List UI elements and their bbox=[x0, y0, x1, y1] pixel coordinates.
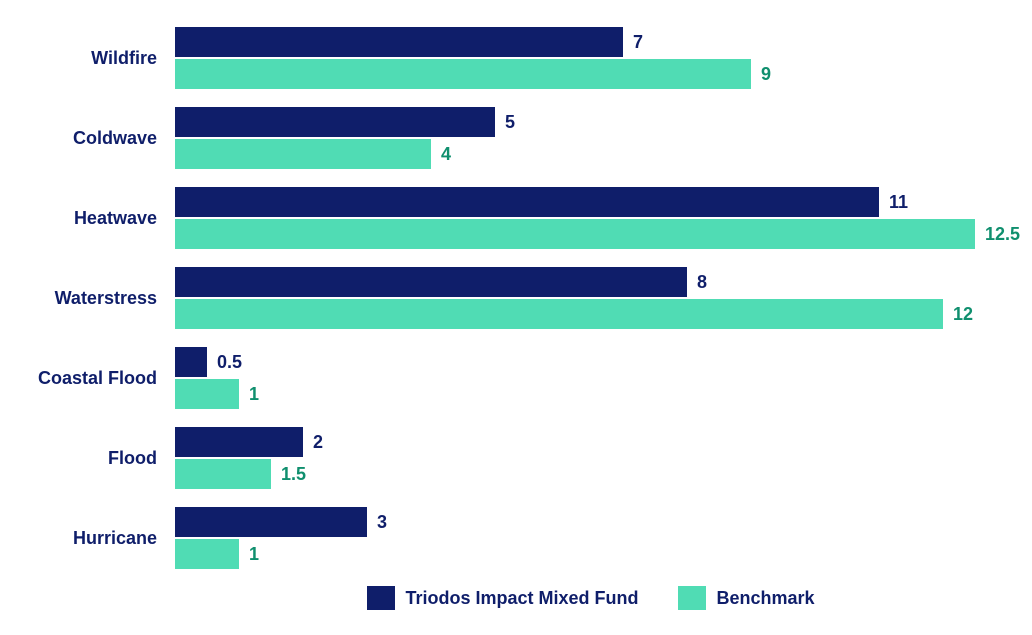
chart-row: Coastal Flood0.51 bbox=[0, 340, 1032, 416]
bar bbox=[175, 219, 975, 249]
bar-group: 54 bbox=[175, 107, 1032, 169]
bar bbox=[175, 427, 303, 457]
bar-group: 11 12.5 bbox=[175, 187, 1032, 249]
bar bbox=[175, 507, 367, 537]
bar-wrap: 11 bbox=[175, 187, 1032, 217]
bar-value-label: 3 bbox=[377, 512, 387, 533]
bar-value-label: 8 bbox=[697, 272, 707, 293]
bar-group: 31 bbox=[175, 507, 1032, 569]
bar-group: 21.5 bbox=[175, 427, 1032, 489]
bar-wrap: 1.5 bbox=[175, 459, 1032, 489]
category-label: Coldwave bbox=[0, 128, 175, 149]
bar-wrap: 1 bbox=[175, 539, 1032, 569]
bar bbox=[175, 299, 943, 329]
bar bbox=[175, 347, 207, 377]
chart-row: Hurricane31 bbox=[0, 500, 1032, 576]
category-label: Wildfire bbox=[0, 48, 175, 69]
bar-value-label: 0.5 bbox=[217, 352, 242, 373]
bar bbox=[175, 267, 687, 297]
bar-wrap: 7 bbox=[175, 27, 1032, 57]
climate-risk-bar-chart: Wildfire79Coldwave54Heatwave1112.5Waters… bbox=[0, 0, 1032, 635]
chart-row: Heatwave 11 12.5 bbox=[0, 180, 1032, 256]
bar-group: 0.51 bbox=[175, 347, 1032, 409]
bar-wrap: 4 bbox=[175, 139, 1032, 169]
legend-swatch-0 bbox=[367, 586, 395, 610]
legend-label-0: Triodos Impact Mixed Fund bbox=[405, 588, 638, 609]
bar bbox=[175, 379, 239, 409]
bar-group: 8 12 bbox=[175, 267, 1032, 329]
bar-wrap: 5 bbox=[175, 107, 1032, 137]
bar-wrap: 0.5 bbox=[175, 347, 1032, 377]
bar-group: 79 bbox=[175, 27, 1032, 89]
chart-row: Flood21.5 bbox=[0, 420, 1032, 496]
category-label: Flood bbox=[0, 448, 175, 469]
bar-wrap: 1 bbox=[175, 379, 1032, 409]
legend-swatch-1 bbox=[678, 586, 706, 610]
category-label: Hurricane bbox=[0, 528, 175, 549]
bar-value-label: 1 bbox=[249, 384, 259, 405]
bar-value-label: 7 bbox=[633, 32, 643, 53]
category-label: Waterstress bbox=[0, 288, 175, 309]
bar bbox=[175, 187, 879, 217]
bar-value-label: 12.5 bbox=[985, 224, 1020, 245]
bar bbox=[175, 107, 495, 137]
legend-label-1: Benchmark bbox=[716, 588, 814, 609]
bar bbox=[175, 539, 239, 569]
bar bbox=[175, 459, 271, 489]
bar bbox=[175, 139, 431, 169]
bar-value-label: 12 bbox=[953, 304, 973, 325]
bar-value-label: 1 bbox=[249, 544, 259, 565]
bar-wrap: 8 bbox=[175, 267, 1032, 297]
bar-wrap: 9 bbox=[175, 59, 1032, 89]
bar-wrap: 2 bbox=[175, 427, 1032, 457]
bar-value-label: 4 bbox=[441, 144, 451, 165]
chart-row: Waterstress 8 12 bbox=[0, 260, 1032, 336]
bar-value-label: 2 bbox=[313, 432, 323, 453]
chart-row: Coldwave54 bbox=[0, 100, 1032, 176]
bar bbox=[175, 27, 623, 57]
legend-item-series-1: Benchmark bbox=[678, 586, 814, 610]
bar-value-label: 11 bbox=[889, 192, 908, 213]
legend: Triodos Impact Mixed Fund Benchmark bbox=[0, 586, 1032, 610]
bar-wrap: 3 bbox=[175, 507, 1032, 537]
bar-wrap: 12.5 bbox=[175, 219, 1032, 249]
legend-item-series-0: Triodos Impact Mixed Fund bbox=[367, 586, 638, 610]
bar bbox=[175, 59, 751, 89]
chart-rows: Wildfire79Coldwave54Heatwave1112.5Waters… bbox=[0, 20, 1032, 576]
chart-row: Wildfire79 bbox=[0, 20, 1032, 96]
category-label: Coastal Flood bbox=[0, 368, 175, 389]
bar-value-label: 5 bbox=[505, 112, 515, 133]
category-label: Heatwave bbox=[0, 208, 175, 229]
bar-wrap: 12 bbox=[175, 299, 1032, 329]
bar-value-label: 9 bbox=[761, 64, 771, 85]
bar-value-label: 1.5 bbox=[281, 464, 306, 485]
